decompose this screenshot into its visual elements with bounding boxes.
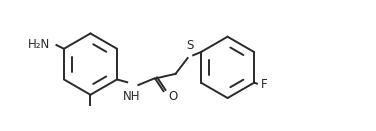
Text: H₂N: H₂N xyxy=(28,38,50,51)
Text: O: O xyxy=(168,90,177,103)
Text: NH: NH xyxy=(123,90,141,103)
Text: F: F xyxy=(261,78,267,91)
Text: S: S xyxy=(187,39,194,52)
